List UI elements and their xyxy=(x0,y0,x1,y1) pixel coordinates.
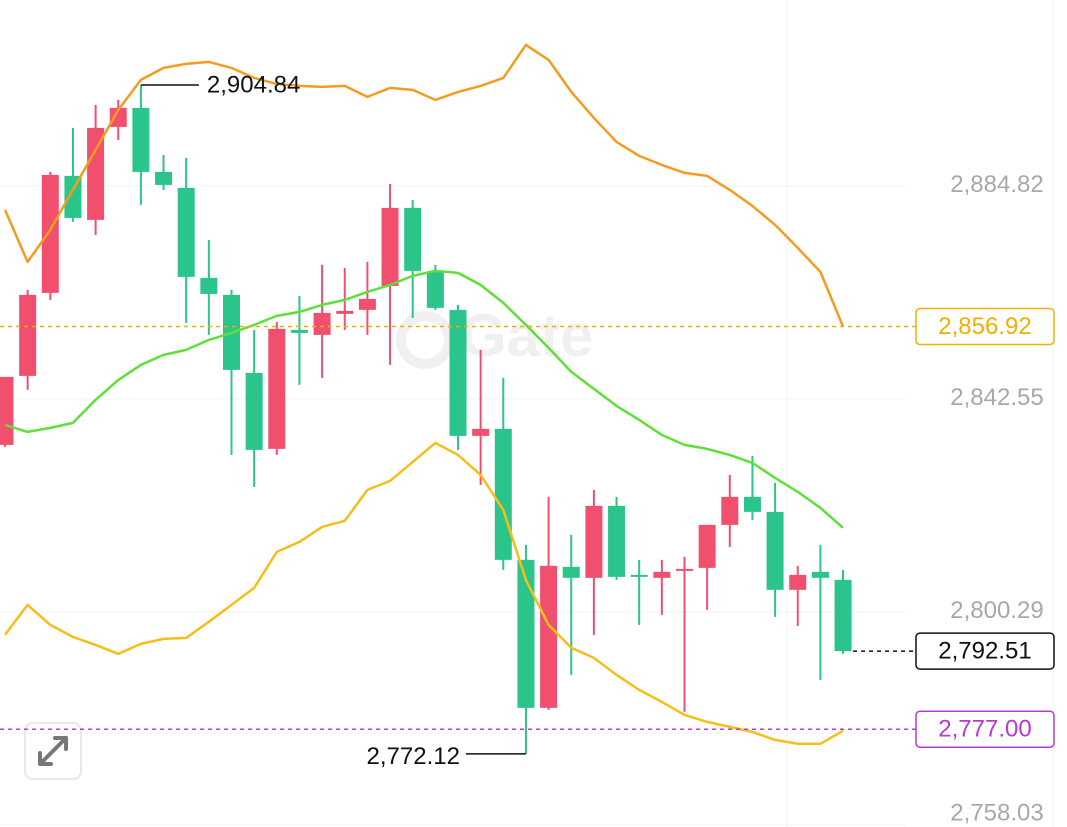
indicator-line xyxy=(4,269,844,529)
price-label: 2,792.51 xyxy=(938,637,1031,664)
candle-body xyxy=(41,174,59,293)
price-label-box xyxy=(915,632,1055,670)
candle-body xyxy=(426,271,444,308)
candle-body xyxy=(290,329,308,333)
candle-body xyxy=(155,171,173,185)
watermark: Gate xyxy=(396,302,593,369)
candle-body xyxy=(766,511,784,590)
low-marker-label: 2,772.12 xyxy=(367,743,460,770)
candle-body xyxy=(0,376,14,445)
y-tick-label: 2,884.82 xyxy=(950,171,1043,198)
candle-body xyxy=(630,574,648,577)
candle-body xyxy=(585,505,603,578)
price-label-box xyxy=(915,710,1055,748)
candle-body xyxy=(449,309,467,436)
candle-body xyxy=(676,568,693,571)
y-tick-label: 2,800.29 xyxy=(950,597,1043,624)
indicator-line xyxy=(4,441,844,746)
candle-body xyxy=(132,107,150,172)
indicator-line xyxy=(3,43,845,327)
candle-body xyxy=(313,312,331,335)
candle-body xyxy=(540,565,558,708)
candles xyxy=(0,84,852,754)
candle-body xyxy=(268,328,286,449)
price-label-box xyxy=(915,307,1055,346)
expand-button[interactable] xyxy=(24,722,82,780)
candle-body xyxy=(109,107,127,127)
candle-body xyxy=(64,175,82,218)
y-tick-label: 2,758.03 xyxy=(950,799,1043,826)
high-marker-label: 2,904.84 xyxy=(207,71,300,98)
watermark-text: Gate xyxy=(460,302,593,369)
candle-body xyxy=(245,372,263,450)
candle-body xyxy=(811,571,829,578)
candle-body xyxy=(608,505,626,577)
candle-body xyxy=(336,310,354,314)
expand-icon[interactable] xyxy=(38,736,68,766)
candle-body xyxy=(200,277,218,294)
candle-body xyxy=(87,127,105,220)
y-tick-label: 2,842.55 xyxy=(950,384,1043,411)
candle-body xyxy=(721,496,739,525)
candle-body xyxy=(19,294,37,376)
price-label: 2,777.00 xyxy=(938,716,1031,743)
candle-body xyxy=(743,496,761,512)
candle-body xyxy=(653,571,671,578)
candle-body xyxy=(472,428,490,436)
candle-body xyxy=(177,187,195,277)
watermark-logo xyxy=(396,311,454,369)
candle-body xyxy=(358,298,376,310)
candle-body xyxy=(494,428,512,560)
candle-body xyxy=(834,579,852,652)
candle-body xyxy=(517,559,535,708)
candle-body xyxy=(381,207,399,286)
candle-body xyxy=(698,524,716,568)
candle-body xyxy=(404,207,422,271)
price-label: 2,856.92 xyxy=(938,313,1031,340)
candle-body xyxy=(562,566,580,578)
candle-body xyxy=(789,574,807,590)
